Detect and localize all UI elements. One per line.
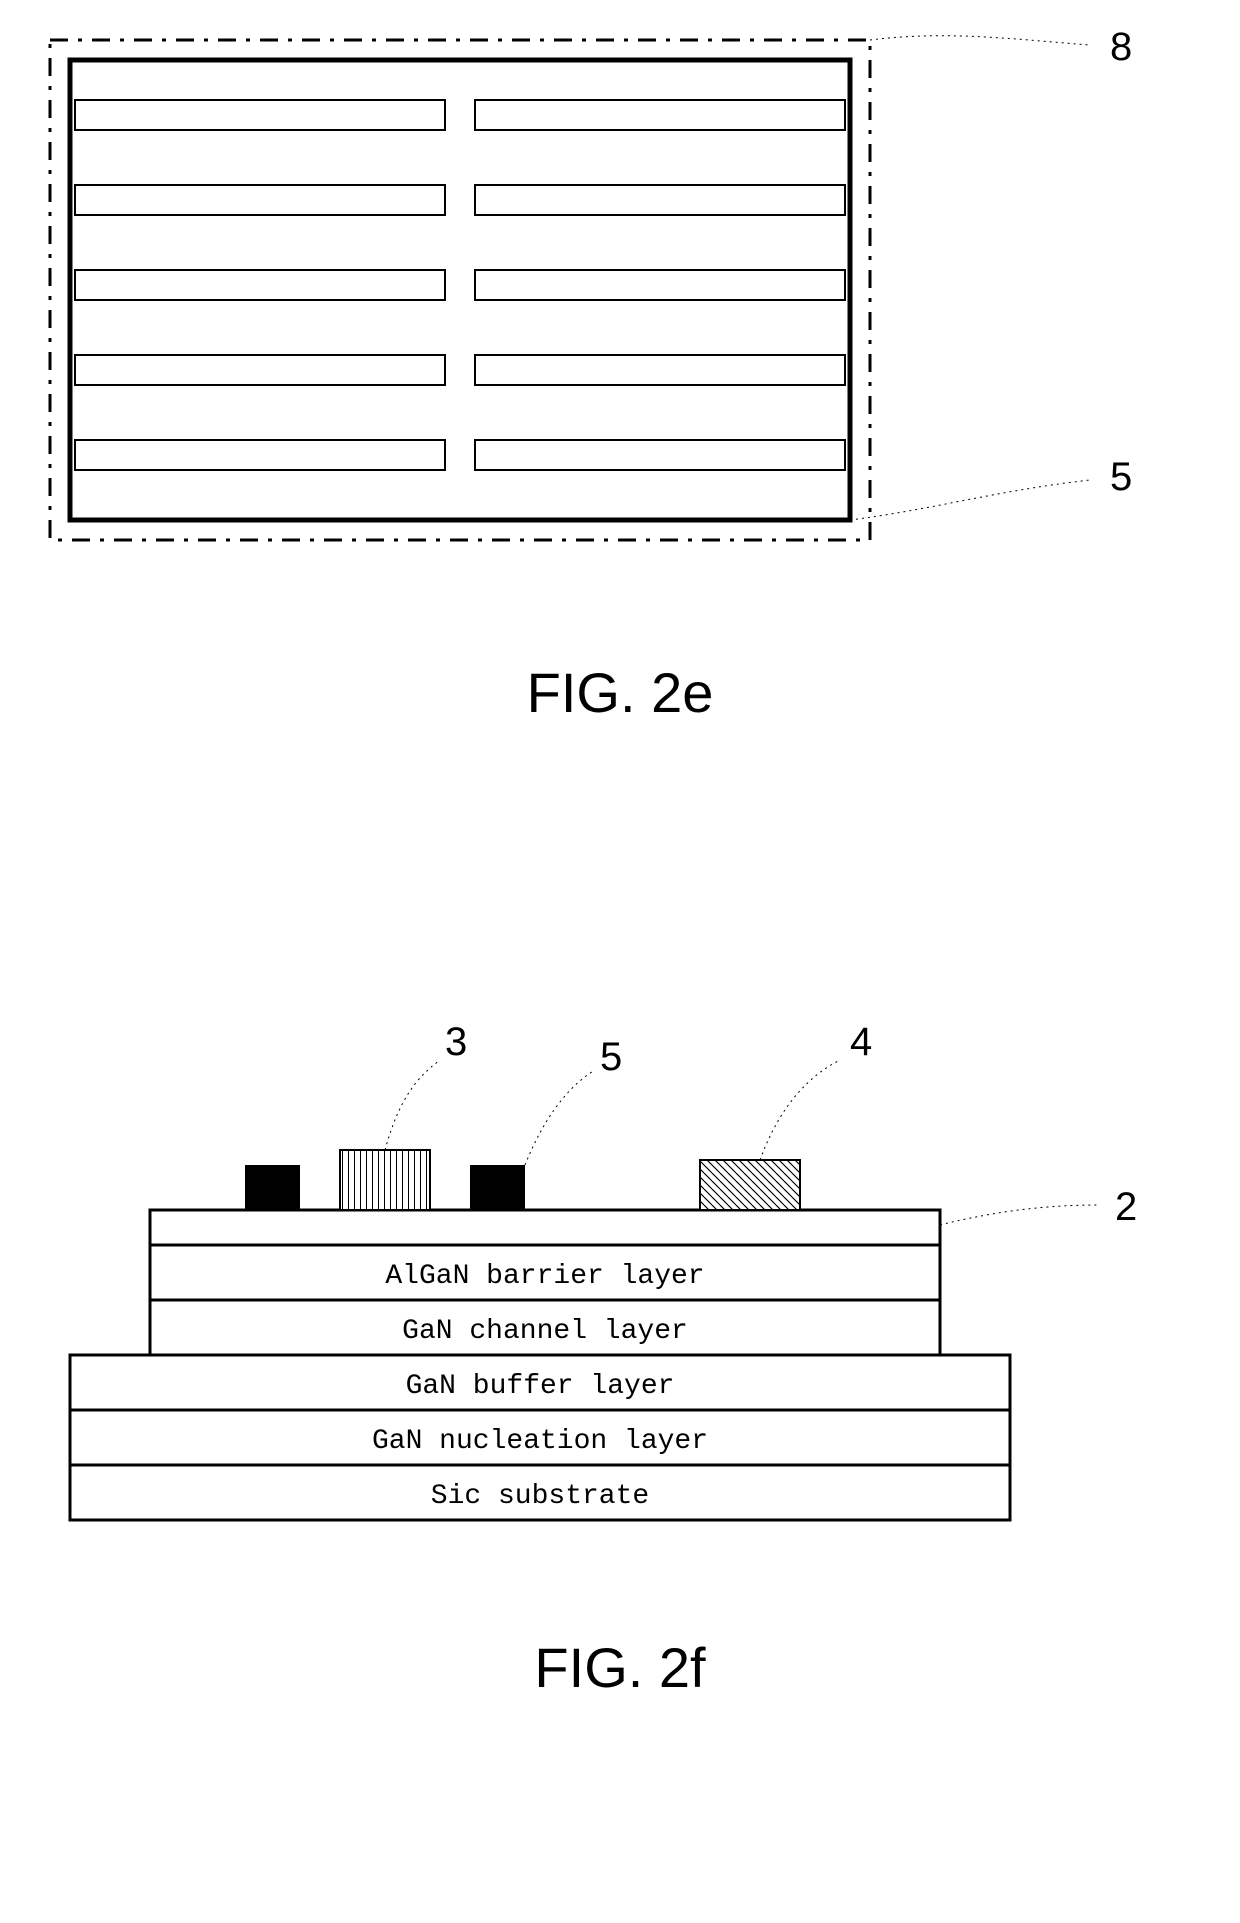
callout-5: 5 <box>600 1035 622 1079</box>
block-3 <box>340 1150 430 1210</box>
pad-5-left <box>245 1165 300 1210</box>
fig-2e-label: FIG. 2e <box>0 660 1240 725</box>
text-barrier: AlGaN barrier layer <box>385 1261 704 1292</box>
pad-5 <box>470 1165 525 1210</box>
callout-text-8: 8 <box>1110 25 1132 69</box>
fig-2f-label: FIG. 2f <box>0 1635 1240 1700</box>
callout-2: 2 <box>1115 1185 1137 1229</box>
layer-stack <box>70 1210 1010 1520</box>
callout-text-5: 5 <box>1110 455 1132 499</box>
text-channel: GaN channel layer <box>402 1316 688 1347</box>
text-nucleation: GaN nucleation layer <box>372 1426 708 1457</box>
callout-leader-8 <box>870 36 1090 45</box>
outer-boundary-8 <box>50 40 870 540</box>
fig-2f-svg: AlGaN barrier layer GaN channel layer Ga… <box>0 925 1240 1585</box>
finger-group <box>75 100 845 470</box>
callout-3: 3 <box>445 1020 467 1064</box>
block-4 <box>700 1160 800 1210</box>
callout-leader-5 <box>850 480 1090 520</box>
fig-2e-svg: 8 5 <box>0 0 1240 600</box>
text-buffer: GaN buffer layer <box>406 1371 675 1402</box>
layer-top-2 <box>150 1210 940 1245</box>
text-substrate: Sic substrate <box>431 1481 649 1512</box>
callout-4: 4 <box>850 1020 872 1064</box>
